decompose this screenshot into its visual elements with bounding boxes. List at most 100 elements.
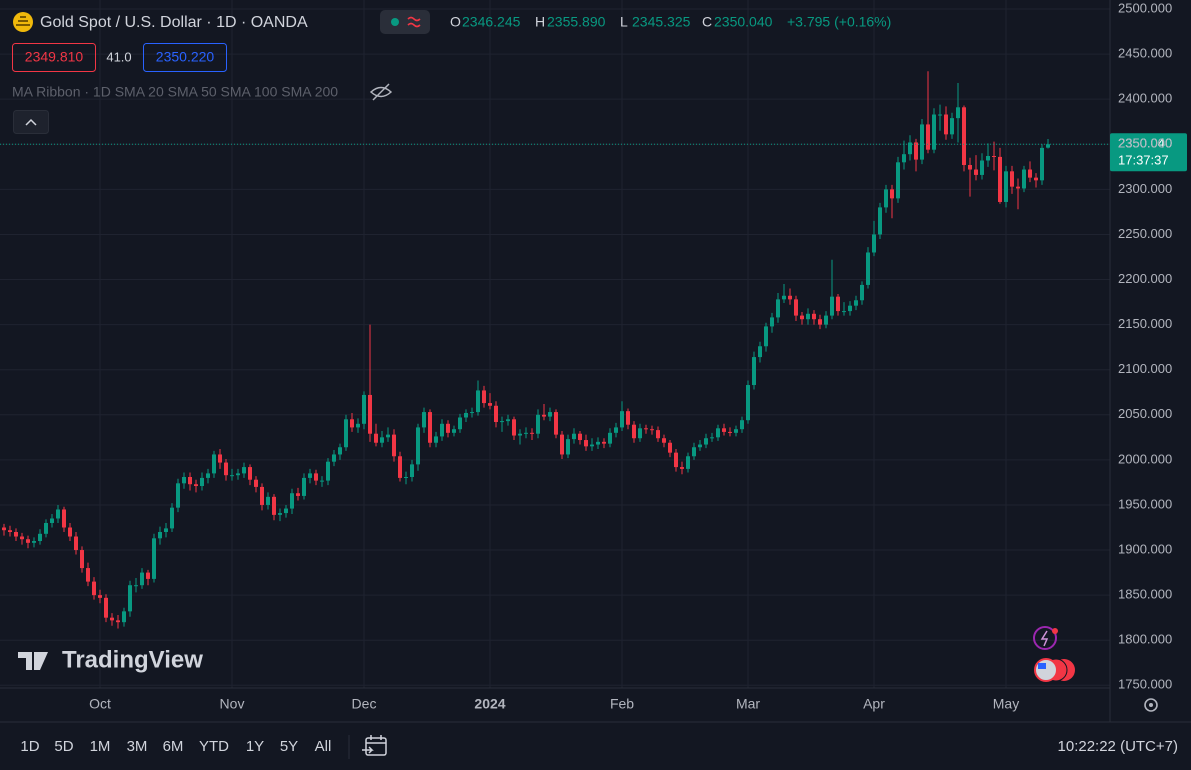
candle-body xyxy=(74,536,78,551)
range-button[interactable]: 6M xyxy=(163,738,184,755)
range-button[interactable]: 1Y xyxy=(246,738,264,755)
candle-body xyxy=(470,412,474,414)
candle-body xyxy=(608,432,612,444)
candle-body xyxy=(704,438,708,445)
candle-body xyxy=(2,527,6,531)
candle-body xyxy=(614,427,618,433)
last-price-label: 2350.040 17:37:37 xyxy=(1110,133,1187,172)
candles xyxy=(0,71,1110,629)
candle-body xyxy=(752,357,756,386)
hide-indicator-icon[interactable] xyxy=(369,83,393,101)
candle-body xyxy=(680,467,684,469)
collapse-button[interactable] xyxy=(13,110,49,134)
alerts-icon[interactable] xyxy=(1033,626,1057,650)
date-range-icon[interactable] xyxy=(362,735,387,756)
range-button[interactable]: YTD xyxy=(199,738,229,755)
candle-body xyxy=(368,394,372,434)
range-button[interactable]: 1D xyxy=(20,738,39,755)
candle-body xyxy=(782,295,786,300)
candle-body xyxy=(512,419,516,436)
status-badge[interactable] xyxy=(380,10,430,34)
candle-body xyxy=(656,430,660,439)
y-tick-label: 1850.000 xyxy=(1118,587,1172,602)
candle-body xyxy=(584,440,588,447)
candle-body xyxy=(278,513,282,515)
countdown: 17:37:37 xyxy=(1118,153,1169,168)
candle-body xyxy=(8,530,12,533)
range-button[interactable]: All xyxy=(315,738,332,755)
market-open-dot xyxy=(391,18,399,26)
candle-body xyxy=(218,454,222,463)
candle-body xyxy=(944,114,948,135)
candle-body xyxy=(110,617,114,621)
candle-body xyxy=(506,419,510,422)
candle-body xyxy=(884,189,888,208)
alerts-bolt xyxy=(1040,630,1049,647)
candle-body xyxy=(764,326,768,347)
candle-body xyxy=(530,432,534,434)
candle-body xyxy=(248,467,252,480)
candle-body xyxy=(560,434,564,455)
range-button[interactable]: 3M xyxy=(127,738,148,755)
candle-body xyxy=(848,305,852,312)
candle-body xyxy=(998,156,1002,202)
x-tick-label: Feb xyxy=(610,696,634,712)
range-button[interactable]: 5Y xyxy=(280,738,298,755)
ohlc-name: L xyxy=(620,14,628,30)
candle-body xyxy=(620,411,624,428)
y-tick-label: 2250.000 xyxy=(1118,226,1172,241)
change: +3.795 (+0.16%) xyxy=(787,14,891,30)
candle-body xyxy=(500,421,504,423)
candle-body xyxy=(722,428,726,432)
candle-body xyxy=(854,300,858,306)
chevron-up xyxy=(25,118,37,126)
candle-body xyxy=(488,403,492,406)
y-tick-label: 2400.000 xyxy=(1118,91,1172,106)
candle-body xyxy=(578,433,582,441)
settings-icon[interactable] xyxy=(1144,698,1158,712)
candle-body xyxy=(80,550,84,569)
candle-body xyxy=(818,319,822,325)
range-button[interactable]: 5D xyxy=(54,738,73,755)
candle-body xyxy=(674,452,678,468)
candle-body xyxy=(692,447,696,457)
range-button[interactable]: 1M xyxy=(90,738,111,755)
candle-body xyxy=(158,532,162,539)
candle-body xyxy=(464,412,468,418)
buy-button[interactable] xyxy=(143,43,227,72)
candle-body xyxy=(308,473,312,478)
event-flag[interactable] xyxy=(1034,658,1058,682)
candle-body xyxy=(116,620,120,623)
candle-body xyxy=(182,477,186,484)
candle-body xyxy=(650,429,654,431)
symbol-logo-mark xyxy=(16,16,30,26)
candle-body xyxy=(698,444,702,448)
candle-body xyxy=(140,572,144,586)
candle-body xyxy=(842,311,846,313)
candle-body xyxy=(836,296,840,312)
candle-body xyxy=(122,611,126,623)
candle-body xyxy=(212,454,216,474)
candle-body xyxy=(152,538,156,579)
candle-body xyxy=(254,479,258,487)
candle-body xyxy=(812,313,816,320)
chart-title: Gold Spot / U.S. Dollar · 1D · OANDA xyxy=(40,14,308,31)
candle-body xyxy=(1040,147,1044,181)
candle-body xyxy=(392,434,396,457)
candle-body xyxy=(740,420,744,430)
candle-body xyxy=(20,536,24,540)
candle-body xyxy=(434,436,438,443)
y-tick-label: 2300.000 xyxy=(1118,181,1172,196)
candle-body xyxy=(662,438,666,443)
candle-body xyxy=(38,533,42,542)
candle-body xyxy=(176,483,180,508)
candle-body xyxy=(440,423,444,437)
sell-button[interactable] xyxy=(12,43,96,72)
candle-body xyxy=(716,428,720,438)
candle-body xyxy=(992,155,996,157)
y-tick-label: 2100.000 xyxy=(1118,361,1172,376)
candle-body xyxy=(92,581,96,596)
